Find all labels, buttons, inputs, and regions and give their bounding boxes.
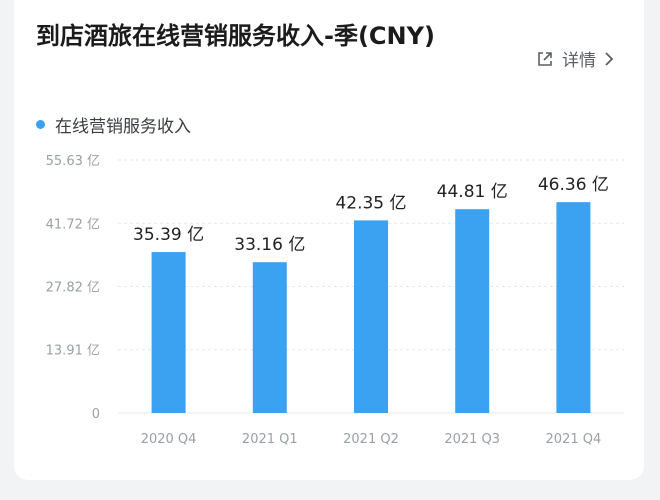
bar-2021-q1[interactable] [252, 262, 287, 413]
data-label: 44.81 亿 [437, 182, 508, 202]
external-link-icon [538, 51, 552, 66]
bar-2021-q4[interactable] [556, 202, 591, 413]
y-tick-label: 13.91 亿 [46, 344, 100, 359]
chart-legend: 在线营销服务收入 [36, 112, 191, 137]
bar-2021-q3[interactable] [455, 209, 490, 413]
y-tick-label: 27.82 亿 [46, 280, 100, 295]
detail-label: 详情 [562, 51, 596, 71]
x-tick-label: 2021 Q3 [444, 432, 500, 447]
legend-label: 在线营销服务收入 [55, 117, 191, 137]
legend-marker [36, 120, 45, 129]
data-label: 46.36 亿 [538, 175, 609, 195]
bar-2021-q2[interactable] [354, 220, 388, 413]
bar-chart: 0 13.91 亿 27.82 亿 41.72 亿 55.63 亿 2020 Q4 202… [46, 154, 624, 447]
detail-link[interactable]: 详情 [536, 46, 614, 71]
x-tick-label: 2020 Q4 [141, 432, 197, 447]
x-tick-label: 2021 Q2 [343, 432, 399, 447]
y-tick-label: 0 [92, 407, 100, 422]
y-tick-label: 55.63 亿 [46, 154, 100, 169]
data-label: 33.16 亿 [234, 235, 305, 255]
data-label: 35.39 亿 [133, 225, 204, 245]
chevron-right-icon [605, 51, 614, 66]
y-tick-label: 41.72 亿 [46, 217, 100, 232]
data-label: 42.35 亿 [335, 193, 406, 213]
x-tick-label: 2021 Q1 [242, 432, 298, 447]
chart-title: 到店酒旅在线营销服务收入-季(CNY) [36, 22, 435, 50]
x-tick-label: 2021 Q4 [546, 432, 602, 447]
chart-card: 0 13.91 亿 27.82 亿 41.72 亿 55.63 亿 2020 Q4 202… [14, 0, 644, 480]
bar-2020-q4[interactable] [151, 252, 186, 413]
